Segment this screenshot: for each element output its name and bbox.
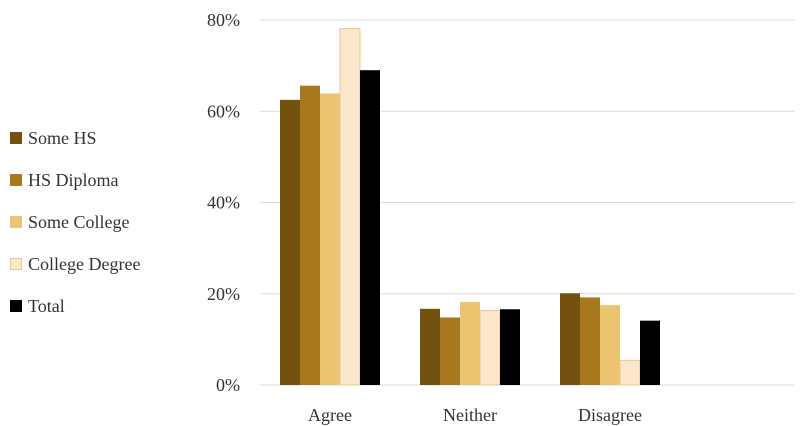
y-tick-label: 20% (207, 284, 240, 304)
legend: Some HS HS Diploma Some College College … (10, 117, 140, 327)
bar (500, 309, 520, 385)
legend-swatch (10, 132, 22, 144)
bar (360, 70, 380, 385)
legend-label: HS Diploma (28, 169, 119, 190)
bar (600, 305, 620, 385)
y-tick-label: 80% (207, 10, 240, 30)
legend-item-some-college: Some College (10, 201, 140, 243)
bar (320, 93, 340, 386)
bar (420, 308, 440, 385)
y-tick-label: 40% (207, 193, 240, 213)
x-tick-label: Disagree (578, 405, 642, 425)
legend-label: Some College (28, 211, 130, 232)
bar (280, 99, 300, 385)
y-tick-label: 0% (216, 375, 240, 395)
legend-label: College Degree (28, 253, 141, 274)
legend-item-college-degree: College Degree (10, 243, 140, 285)
legend-swatch (10, 300, 22, 312)
bar (640, 320, 660, 385)
bar (479, 310, 501, 386)
legend-item-total: Total (10, 285, 140, 327)
bar (300, 85, 320, 385)
bar (339, 28, 361, 386)
x-tick-label: Agree (308, 405, 352, 425)
bar (460, 301, 480, 385)
x-tick-label: Neither (443, 405, 497, 425)
bar (440, 317, 460, 385)
legend-label: Some HS (28, 127, 97, 148)
bar (580, 297, 600, 385)
y-tick-label: 60% (207, 101, 240, 121)
legend-item-some-hs: Some HS (10, 117, 140, 159)
legend-swatch (10, 174, 22, 186)
legend-swatch (10, 258, 22, 270)
legend-swatch (10, 216, 22, 228)
bar (619, 359, 641, 386)
legend-item-hs-diploma: HS Diploma (10, 159, 140, 201)
bar (560, 293, 580, 385)
legend-label: Total (28, 295, 65, 316)
